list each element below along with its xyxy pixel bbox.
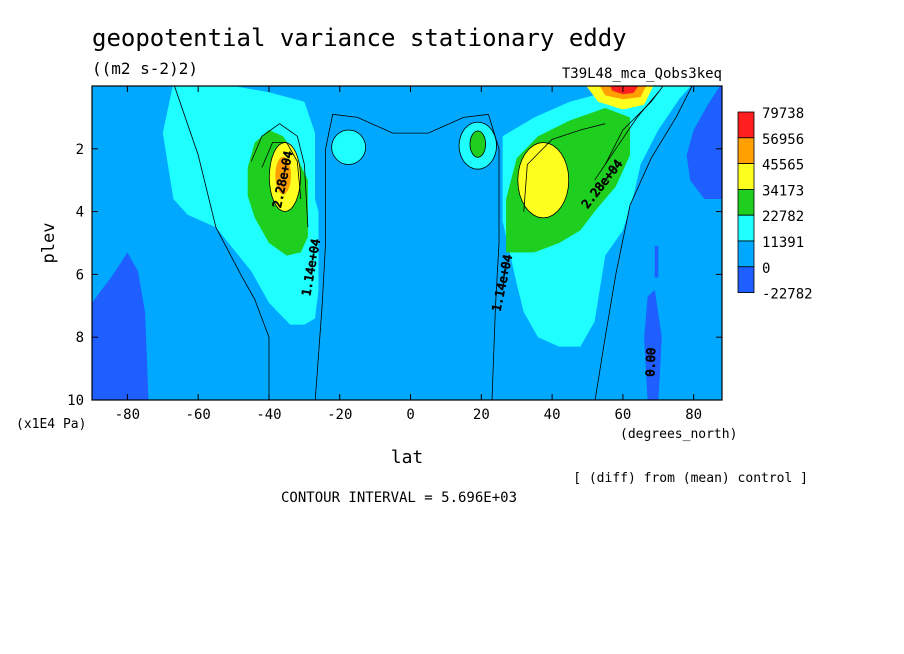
plot-frame: [91, 85, 723, 401]
x-tick-label: -60: [186, 407, 211, 423]
x-tick-label: 20: [473, 407, 490, 423]
colorbar-swatch: [737, 163, 755, 190]
diff-note: [ (diff) from (mean) control ]: [573, 471, 808, 486]
y-tick-label: 8: [76, 330, 84, 346]
contour-line: [594, 92, 659, 181]
colorbar-label: -22782: [762, 287, 813, 303]
colorbar-swatch: [737, 137, 755, 165]
chart-title: geopotential variance stationary eddy: [92, 24, 627, 52]
red-region-top: [610, 86, 639, 95]
orange-region-south: [275, 156, 291, 195]
colorbar-label: 22782: [762, 209, 804, 225]
y-tick-label: 2: [76, 142, 84, 158]
colorbar-swatch: [737, 188, 755, 216]
colorbar-swatch: [737, 214, 755, 242]
contour-line: [174, 86, 270, 400]
colorbar: 79738 56956 45565 34173 22782 11391 0 -22782: [737, 106, 813, 303]
y-tick-label: 4: [76, 205, 84, 221]
neg-region-sw: [92, 252, 149, 400]
y-units-label: (x1E4 Pa): [16, 417, 86, 432]
x-tick-label: 40: [544, 407, 561, 423]
units-label: ((m2 s-2)2): [92, 59, 198, 78]
neg-region-se: [644, 290, 662, 400]
contour-line: [314, 113, 500, 400]
colorbar-label: 11391: [762, 235, 804, 251]
x-tick-label: -40: [256, 407, 281, 423]
x-tick-label: -80: [115, 407, 140, 423]
y-tick-label: 6: [76, 267, 84, 283]
neg-region-ne: [686, 86, 722, 199]
contour-cell-ne-inner: [469, 130, 487, 158]
contour-line: [261, 142, 302, 200]
x-units-label: (degrees_north): [620, 427, 737, 442]
y-tick-label: 10: [67, 393, 84, 409]
x-tick-label: 0: [406, 407, 414, 423]
cyan-cell-sw: [331, 130, 366, 165]
contour-cell-ne: [458, 121, 497, 170]
experiment-label: T39L48_mca_Qobs3keq: [562, 66, 722, 82]
colorbar-label: 45565: [762, 158, 804, 174]
x-tick-label: 80: [685, 407, 702, 423]
green-cell-ne: [470, 130, 486, 158]
axes: -80 -60 -40 -20 0 20 40 60 80 2 4 6 8 10: [67, 86, 722, 423]
x-axis-label: lat: [391, 447, 424, 468]
colorbar-swatch: [737, 240, 755, 268]
x-tick-label: -20: [327, 407, 352, 423]
neg-sliver: [654, 246, 659, 278]
contour-line: [523, 123, 606, 212]
contour-line: [594, 86, 693, 400]
contour-label: 0.00: [643, 347, 658, 376]
x-tick-label: 60: [614, 407, 631, 423]
colorbar-label: 0: [762, 261, 770, 277]
contour-line: [250, 123, 309, 228]
colorbar-swatch: [737, 266, 755, 293]
colorbar-swatch: [737, 111, 755, 139]
colorbar-label: 79738: [762, 106, 804, 122]
colorbar-label: 56956: [762, 132, 804, 148]
contour-plot: 2.28e+041.14e+04 1.14e+042.28e+040.00: [91, 85, 723, 401]
y-axis-label: plev: [39, 223, 59, 264]
contour-interval-label: CONTOUR INTERVAL = 5.696E+03: [281, 490, 517, 506]
contour-peak-south: [268, 142, 301, 213]
contour-peak-north: [517, 142, 570, 219]
contour-cell-sw: [331, 129, 367, 165]
colorbar-label: 34173: [762, 183, 804, 199]
